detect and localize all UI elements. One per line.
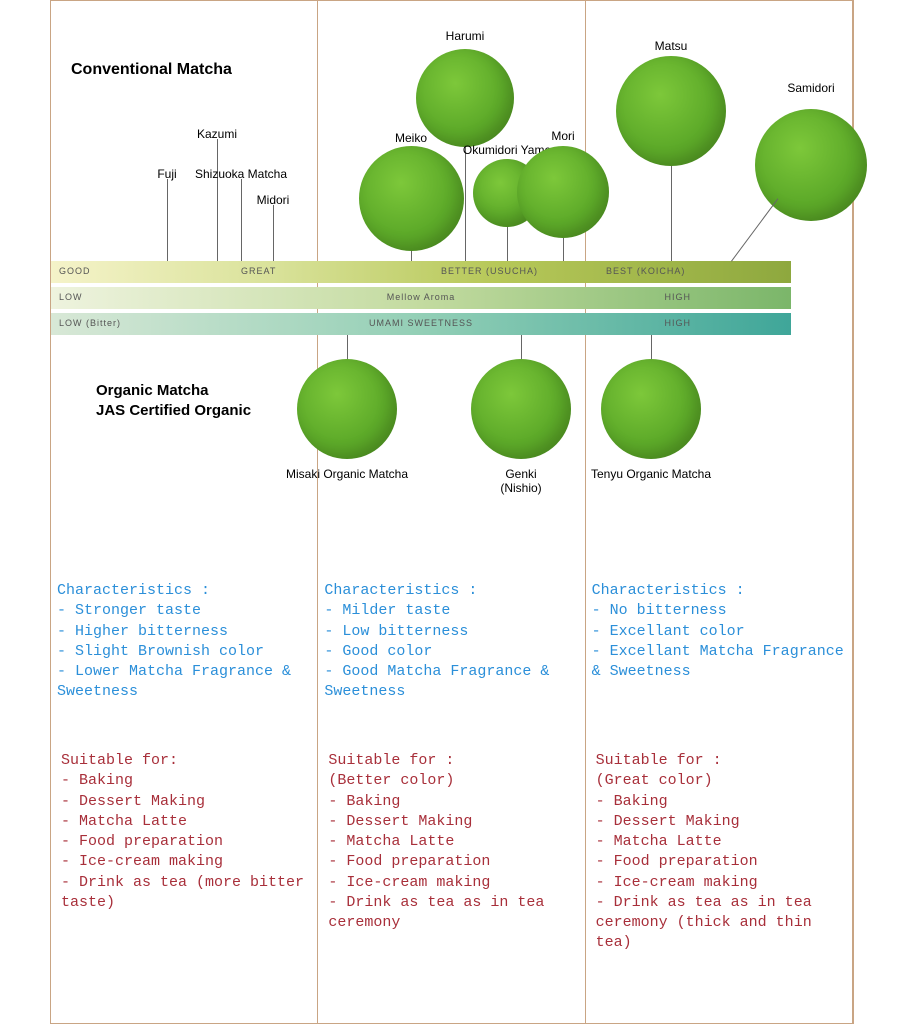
suit-header: Suitable for: <box>61 752 178 769</box>
suit-item: - Food preparation <box>61 833 223 850</box>
suit-item: - Drink as tea (more bitter taste) <box>61 874 304 911</box>
suit-item: - Matcha Latte <box>596 833 722 850</box>
suit-note: (Better color) <box>328 772 454 789</box>
matcha-circle <box>517 146 609 238</box>
suit-item: - Dessert Making <box>61 793 205 810</box>
char-item: - Slight Brownish color <box>57 643 264 660</box>
suit-item: - Baking <box>61 772 133 789</box>
suit-item: - Baking <box>596 793 668 810</box>
characteristics-col3: Characteristics : - No bitterness - Exce… <box>592 581 846 682</box>
gradient-bars: GOOD GREAT BETTER (USUCHA) BEST (KOICHA)… <box>51 261 791 339</box>
variety-label: Meiko <box>395 131 427 145</box>
infographic-container: Characteristics : - Stronger taste - Hig… <box>50 0 854 1024</box>
quality-good: GOOD <box>59 266 91 276</box>
leader-line <box>411 251 412 261</box>
suit-header: Suitable for : <box>596 752 722 769</box>
leader-line <box>347 335 348 359</box>
variety-label: Matsu <box>655 39 688 53</box>
variety-label: Mori <box>551 129 574 143</box>
suit-note: (Great color) <box>596 772 713 789</box>
aroma-bar: LOW Mellow Aroma HIGH <box>51 287 791 309</box>
suit-item: - Food preparation <box>596 853 758 870</box>
char-item: - Stronger taste <box>57 602 201 619</box>
title-organic-l2: JAS Certified Organic <box>96 402 251 419</box>
quality-bar: GOOD GREAT BETTER (USUCHA) BEST (KOICHA) <box>51 261 791 283</box>
variety-label: Tenyu Organic Matcha <box>591 467 711 481</box>
char-item: - Excellant color <box>592 623 745 640</box>
char-item: - Higher bitterness <box>57 623 228 640</box>
title-organic: Organic Matcha JAS Certified Organic <box>96 381 251 420</box>
suit-item: - Dessert Making <box>328 813 472 830</box>
leader-line <box>507 227 508 261</box>
aroma-low: LOW <box>59 292 83 302</box>
suit-item: - Ice-cream making <box>596 874 758 891</box>
leader-line <box>465 147 466 261</box>
matcha-circle <box>601 359 701 459</box>
char-header: Characteristics : <box>592 582 745 599</box>
suit-item: - Baking <box>328 793 400 810</box>
matcha-circle <box>297 359 397 459</box>
leader-line <box>273 205 274 261</box>
matcha-circle <box>616 56 726 166</box>
suitable-col1: Suitable for: - Baking - Dessert Making … <box>61 751 311 913</box>
suit-item: - Matcha Latte <box>328 833 454 850</box>
char-item: - Good color <box>324 643 432 660</box>
suit-item: - Ice-cream making <box>61 853 223 870</box>
umami-high: HIGH <box>665 318 692 328</box>
characteristics-col2: Characteristics : - Milder taste - Low b… <box>324 581 578 703</box>
variety-label: Misaki Organic Matcha <box>286 467 408 481</box>
aroma-mid: Mellow Aroma <box>387 292 456 302</box>
leader-line <box>563 238 564 261</box>
leader-line <box>671 166 672 261</box>
variety-label-l1: Genki <box>505 467 536 481</box>
umami-bar: LOW (Bitter) UMAMI SWEETNESS HIGH <box>51 313 791 335</box>
matcha-circle <box>359 146 464 251</box>
variety-label: Samidori <box>787 81 834 95</box>
char-header: Characteristics : <box>324 582 477 599</box>
umami-low: LOW (Bitter) <box>59 318 121 328</box>
suitable-col2: Suitable for : (Better color) - Baking -… <box>328 751 578 933</box>
char-header: Characteristics : <box>57 582 210 599</box>
quality-best: BEST (KOICHA) <box>606 266 685 276</box>
suit-header: Suitable for : <box>328 752 454 769</box>
characteristics-col1: Characteristics : - Stronger taste - Hig… <box>57 581 311 703</box>
char-item: - Excellant Matcha Fragrance & Sweetness <box>592 643 844 680</box>
title-organic-l1: Organic Matcha <box>96 382 209 399</box>
char-item: - Good Matcha Fragrance & Sweetness <box>324 663 549 700</box>
suit-item: - Food preparation <box>328 853 490 870</box>
quality-better: BETTER (USUCHA) <box>441 266 538 276</box>
matcha-circle <box>416 49 514 147</box>
suit-item: - Ice-cream making <box>328 874 490 891</box>
leader-line <box>651 335 652 359</box>
suit-item: - Drink as tea as in tea ceremony (thick… <box>596 894 812 952</box>
leader-line <box>241 179 242 261</box>
suit-item: - Drink as tea as in tea ceremony <box>328 894 544 931</box>
char-item: - Milder taste <box>324 602 450 619</box>
variety-label: Genki(Nishio) <box>500 467 541 495</box>
leader-line <box>217 139 218 261</box>
column-left: Characteristics : - Stronger taste - Hig… <box>51 1 318 1023</box>
variety-label: Harumi <box>446 29 485 43</box>
aroma-high: HIGH <box>665 292 692 302</box>
variety-label-l2: (Nishio) <box>500 481 541 495</box>
suitable-col3: Suitable for : (Great color) - Baking - … <box>596 751 846 954</box>
quality-great: GREAT <box>241 266 276 276</box>
char-item: - Low bitterness <box>324 623 468 640</box>
umami-mid: UMAMI SWEETNESS <box>369 318 473 328</box>
char-item: - No bitterness <box>592 602 727 619</box>
suit-item: - Matcha Latte <box>61 813 187 830</box>
char-item: - Lower Matcha Fragrance & Sweetness <box>57 663 291 700</box>
matcha-circle <box>471 359 571 459</box>
leader-line <box>167 179 168 261</box>
suit-item: - Dessert Making <box>596 813 740 830</box>
title-conventional: Conventional Matcha <box>71 61 232 79</box>
leader-line <box>521 335 522 359</box>
